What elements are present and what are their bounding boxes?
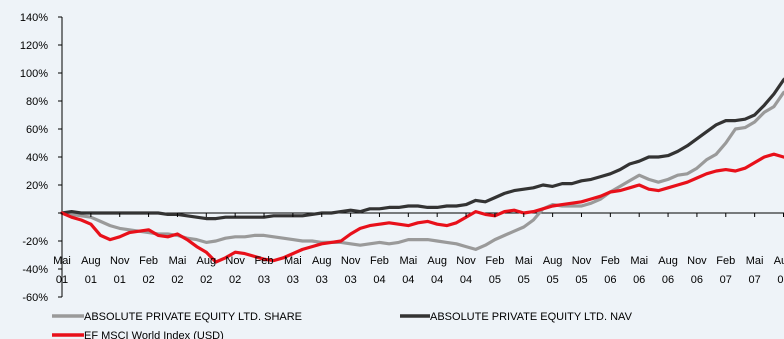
x-tick-year: 03 (287, 274, 299, 286)
x-tick-month: Mai (746, 255, 764, 267)
x-tick-year: 01 (85, 274, 97, 286)
x-tick-year: 07 (777, 274, 784, 286)
x-tick-month: Mai (515, 255, 533, 267)
x-tick-year: 03 (344, 274, 356, 286)
x-tick-month: Aug (81, 255, 101, 267)
y-tick-label: 140% (20, 12, 48, 24)
x-tick-month: Feb (485, 255, 504, 267)
x-tick-month: Nov (456, 255, 476, 267)
x-tick-month: Feb (601, 255, 620, 267)
x-tick-month: Feb (370, 255, 389, 267)
x-tick-year: 07 (749, 274, 761, 286)
x-tick-year: 05 (518, 274, 530, 286)
x-tick-year: 06 (662, 274, 674, 286)
y-tick-label: 20% (26, 180, 48, 192)
x-tick-month: Feb (139, 255, 158, 267)
x-tick-year: 02 (229, 274, 241, 286)
x-tick-month: Nov (110, 255, 130, 267)
y-tick-label: -60% (22, 292, 48, 304)
y-tick-label: 120% (20, 40, 48, 52)
x-tick-year: 05 (546, 274, 558, 286)
x-tick-month: Nov (225, 255, 245, 267)
x-tick-month: Aug (543, 255, 563, 267)
x-tick-year: 07 (720, 274, 732, 286)
x-tick-year: 04 (373, 274, 385, 286)
x-tick-month: Aug (427, 255, 447, 267)
legend-label: ABSOLUTE PRIVATE EQUITY LTD. NAV (430, 311, 633, 323)
x-tick-month: Mai (399, 255, 417, 267)
x-tick-month: Mai (284, 255, 302, 267)
series-line (60, 90, 784, 251)
y-tick-label: 100% (20, 68, 48, 80)
y-tick-label: 60% (26, 124, 48, 136)
x-tick-year: 04 (460, 274, 472, 286)
x-tick-month: Nov (572, 255, 592, 267)
x-tick-month: Aug (658, 255, 678, 267)
x-tick-year: 06 (691, 274, 703, 286)
x-tick-year: 02 (200, 274, 212, 286)
legend-label: EF MSCI World Index (USD) (84, 330, 224, 339)
x-tick-year: 02 (171, 274, 183, 286)
x-tick-year: 01 (114, 274, 126, 286)
x-tick-month: Aug (774, 255, 784, 267)
x-tick-year: 06 (604, 274, 616, 286)
series-line (60, 152, 784, 264)
x-tick-month: Feb (255, 255, 274, 267)
x-tick-year: 06 (633, 274, 645, 286)
x-tick-month: Aug (312, 255, 332, 267)
x-tick-year: 03 (316, 274, 328, 286)
y-tick-label: -20% (22, 236, 48, 248)
legend: ABSOLUTE PRIVATE EQUITY LTD. SHARE ABSOLU… (52, 311, 633, 339)
x-tick-month: Mai (53, 255, 71, 267)
x-tick-year: 01 (56, 274, 68, 286)
legend-label: ABSOLUTE PRIVATE EQUITY LTD. SHARE (84, 311, 302, 323)
series-line (60, 77, 784, 221)
y-axis-ticks: 140% 120% 100% 80% 60% 40% 20% -20% -40% -60% (20, 12, 62, 304)
x-tick-year: 02 (142, 274, 154, 286)
x-tick-year: 05 (489, 274, 501, 286)
y-tick-label: 40% (26, 152, 48, 164)
y-tick-label: 80% (26, 96, 48, 108)
x-tick-year: 04 (431, 274, 443, 286)
x-tick-month: Aug (197, 255, 217, 267)
x-tick-month: Mai (169, 255, 187, 267)
x-tick-month: Mai (630, 255, 648, 267)
x-tick-year: 03 (258, 274, 270, 286)
x-tick-month: Nov (341, 255, 361, 267)
x-axis-ticks: Mai 01 Aug 01 Nov 01 Feb 02 Mai 02 Aug 02 Nov 02 Feb 03… (53, 213, 784, 286)
x-tick-month: Nov (687, 255, 707, 267)
series-lines (60, 77, 784, 264)
x-tick-year: 04 (402, 274, 414, 286)
y-tick-label: -40% (22, 264, 48, 276)
x-tick-month: Feb (716, 255, 735, 267)
x-tick-year: 05 (575, 274, 587, 286)
